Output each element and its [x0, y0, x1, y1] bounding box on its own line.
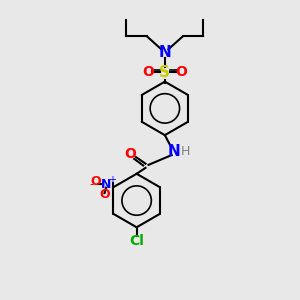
Text: O: O [175, 65, 187, 79]
Text: -: - [89, 178, 93, 191]
Text: N: N [158, 45, 171, 60]
Text: +: + [108, 175, 116, 185]
Text: N: N [101, 178, 111, 191]
Text: H: H [181, 145, 190, 158]
Text: O: O [90, 175, 101, 188]
Text: O: O [125, 148, 136, 161]
Text: Cl: Cl [129, 234, 144, 248]
Text: S: S [159, 65, 170, 80]
Text: N: N [167, 144, 180, 159]
Text: O: O [99, 188, 110, 201]
Text: O: O [142, 65, 154, 79]
